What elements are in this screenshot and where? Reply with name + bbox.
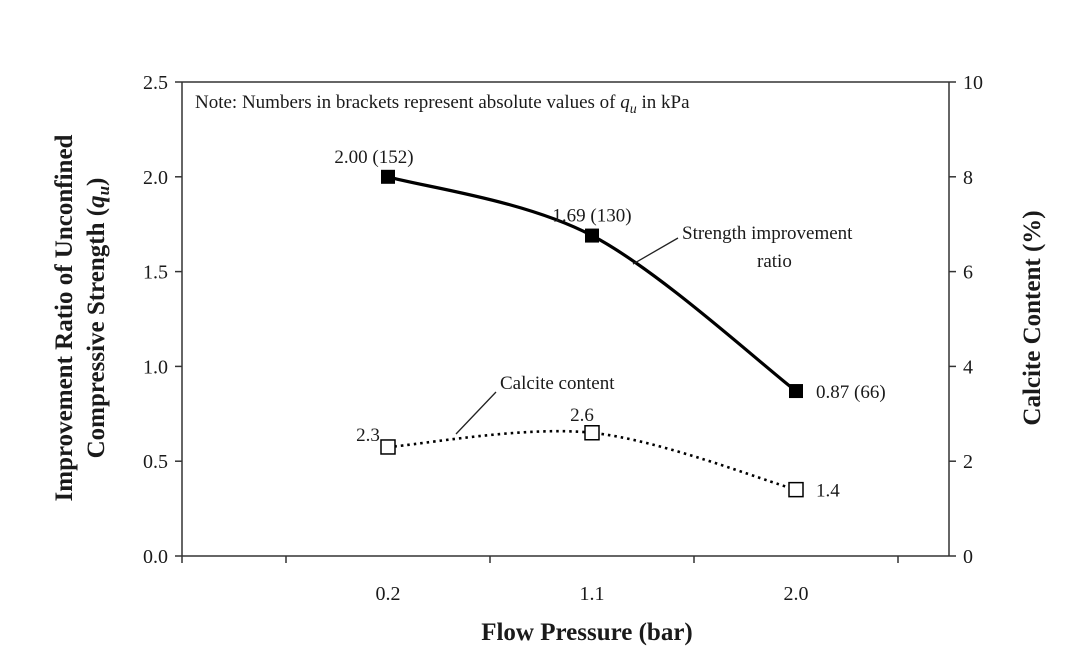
strength-data-label: 1.69 (130) [552, 206, 631, 227]
right-tick-label: 4 [963, 356, 973, 378]
calcite-callout-line [455, 391, 497, 435]
left-tick-label: 0.5 [143, 451, 168, 473]
right-tick-label: 10 [963, 72, 983, 94]
left-axis-ticks: 0.0 0.5 1.0 1.5 2.0 2.5 [143, 72, 182, 568]
left-tick-label: 0.0 [143, 546, 168, 568]
left-axis-title-line2: Compressive Strength (qu) [83, 178, 113, 459]
left-tick-label: 2.5 [143, 72, 168, 94]
x-tick-label: 0.2 [376, 583, 401, 605]
calcite-marker [788, 481, 804, 498]
series-calcite: 2.3 2.6 1.4 [356, 405, 840, 502]
x-axis-title: Flow Pressure (bar) [481, 619, 693, 646]
right-axis-title: Calcite Content (%) [1019, 210, 1046, 425]
strength-callout-line [632, 237, 679, 265]
calcite-marker [584, 425, 600, 441]
left-axis-title-line1: Improvement Ratio of Unconfined [51, 134, 78, 501]
left-axis-title: Improvement Ratio of Unconfined Compress… [51, 134, 113, 501]
chart-note: Note: Numbers in brackets represent abso… [195, 92, 690, 117]
right-axis-ticks: 0 2 4 6 8 10 [949, 72, 983, 568]
strength-marker [789, 384, 803, 399]
right-tick-label: 0 [963, 546, 973, 568]
x-tick-label: 2.0 [784, 583, 809, 605]
strength-marker [585, 228, 599, 243]
strength-data-label: 0.87 (66) [816, 382, 886, 403]
left-tick-label: 2.0 [143, 167, 168, 189]
calcite-annotation: Calcite content [500, 373, 615, 394]
x-axis-ticks: 0.2 1.1 2.0 [181, 556, 899, 605]
calcite-data-label: 2.3 [356, 425, 380, 446]
right-tick-label: 8 [963, 167, 973, 189]
calcite-data-label: 1.4 [816, 481, 840, 502]
strength-marker [381, 169, 395, 184]
left-tick-label: 1.0 [143, 356, 168, 378]
left-tick-label: 1.5 [143, 262, 168, 284]
calcite-data-label: 2.6 [570, 405, 594, 426]
strength-data-label: 2.00 (152) [334, 147, 413, 168]
right-tick-label: 2 [963, 451, 973, 473]
right-tick-label: 6 [963, 262, 973, 284]
series-strength: 2.00 (152) 1.69 (130) 0.87 (66) [334, 147, 885, 403]
calcite-marker [380, 439, 396, 455]
calcite-line [387, 429, 797, 491]
strength-annotation-line1: Strength improvement [682, 223, 853, 244]
strength-annotation-line2: ratio [757, 251, 792, 272]
x-tick-label: 1.1 [580, 583, 605, 605]
